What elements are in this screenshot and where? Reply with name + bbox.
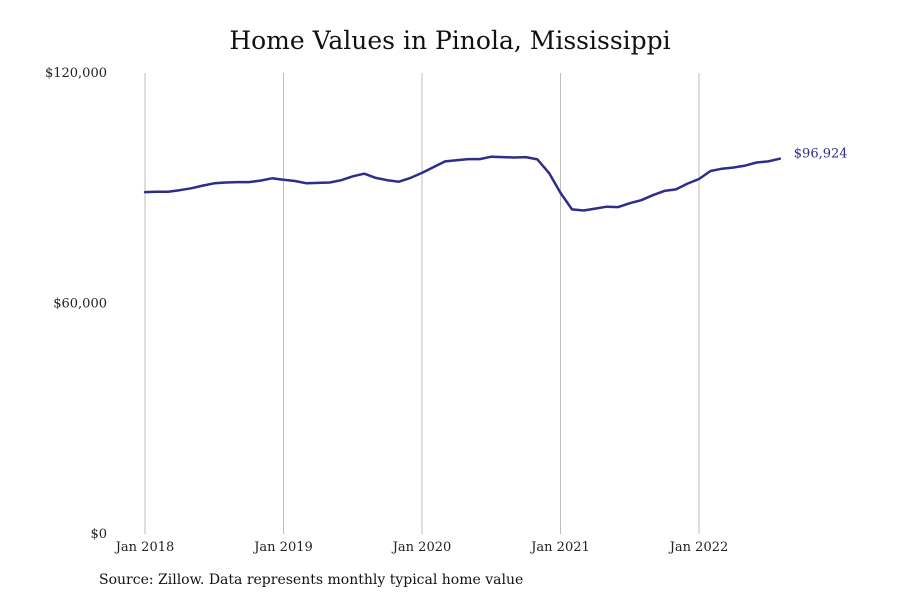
x-tick-label: Jan 2018 <box>114 540 175 555</box>
x-tick-label: Jan 2019 <box>252 540 313 555</box>
chart-title: Home Values in Pinola, Mississippi <box>229 26 671 55</box>
source-note: Source: Zillow. Data represents monthly … <box>99 572 524 588</box>
x-tick-label: Jan 2020 <box>391 540 452 555</box>
y-tick-label: $0 <box>90 527 107 542</box>
x-tick-label: Jan 2022 <box>668 540 729 555</box>
end-value-label: $96,924 <box>794 147 848 162</box>
x-axis: Jan 2018 Jan 2019 Jan 2020 Jan 2021 Jan 2022 <box>114 540 729 555</box>
y-axis: $0 $60,000 $120,000 <box>45 66 107 542</box>
series-line <box>143 155 782 212</box>
y-tick-label: $60,000 <box>53 297 107 312</box>
series-group: $96,924 <box>143 147 848 212</box>
y-tick-label: $120,000 <box>45 66 107 81</box>
x-tick-label: Jan 2021 <box>529 540 590 555</box>
gridlines <box>144 73 700 534</box>
